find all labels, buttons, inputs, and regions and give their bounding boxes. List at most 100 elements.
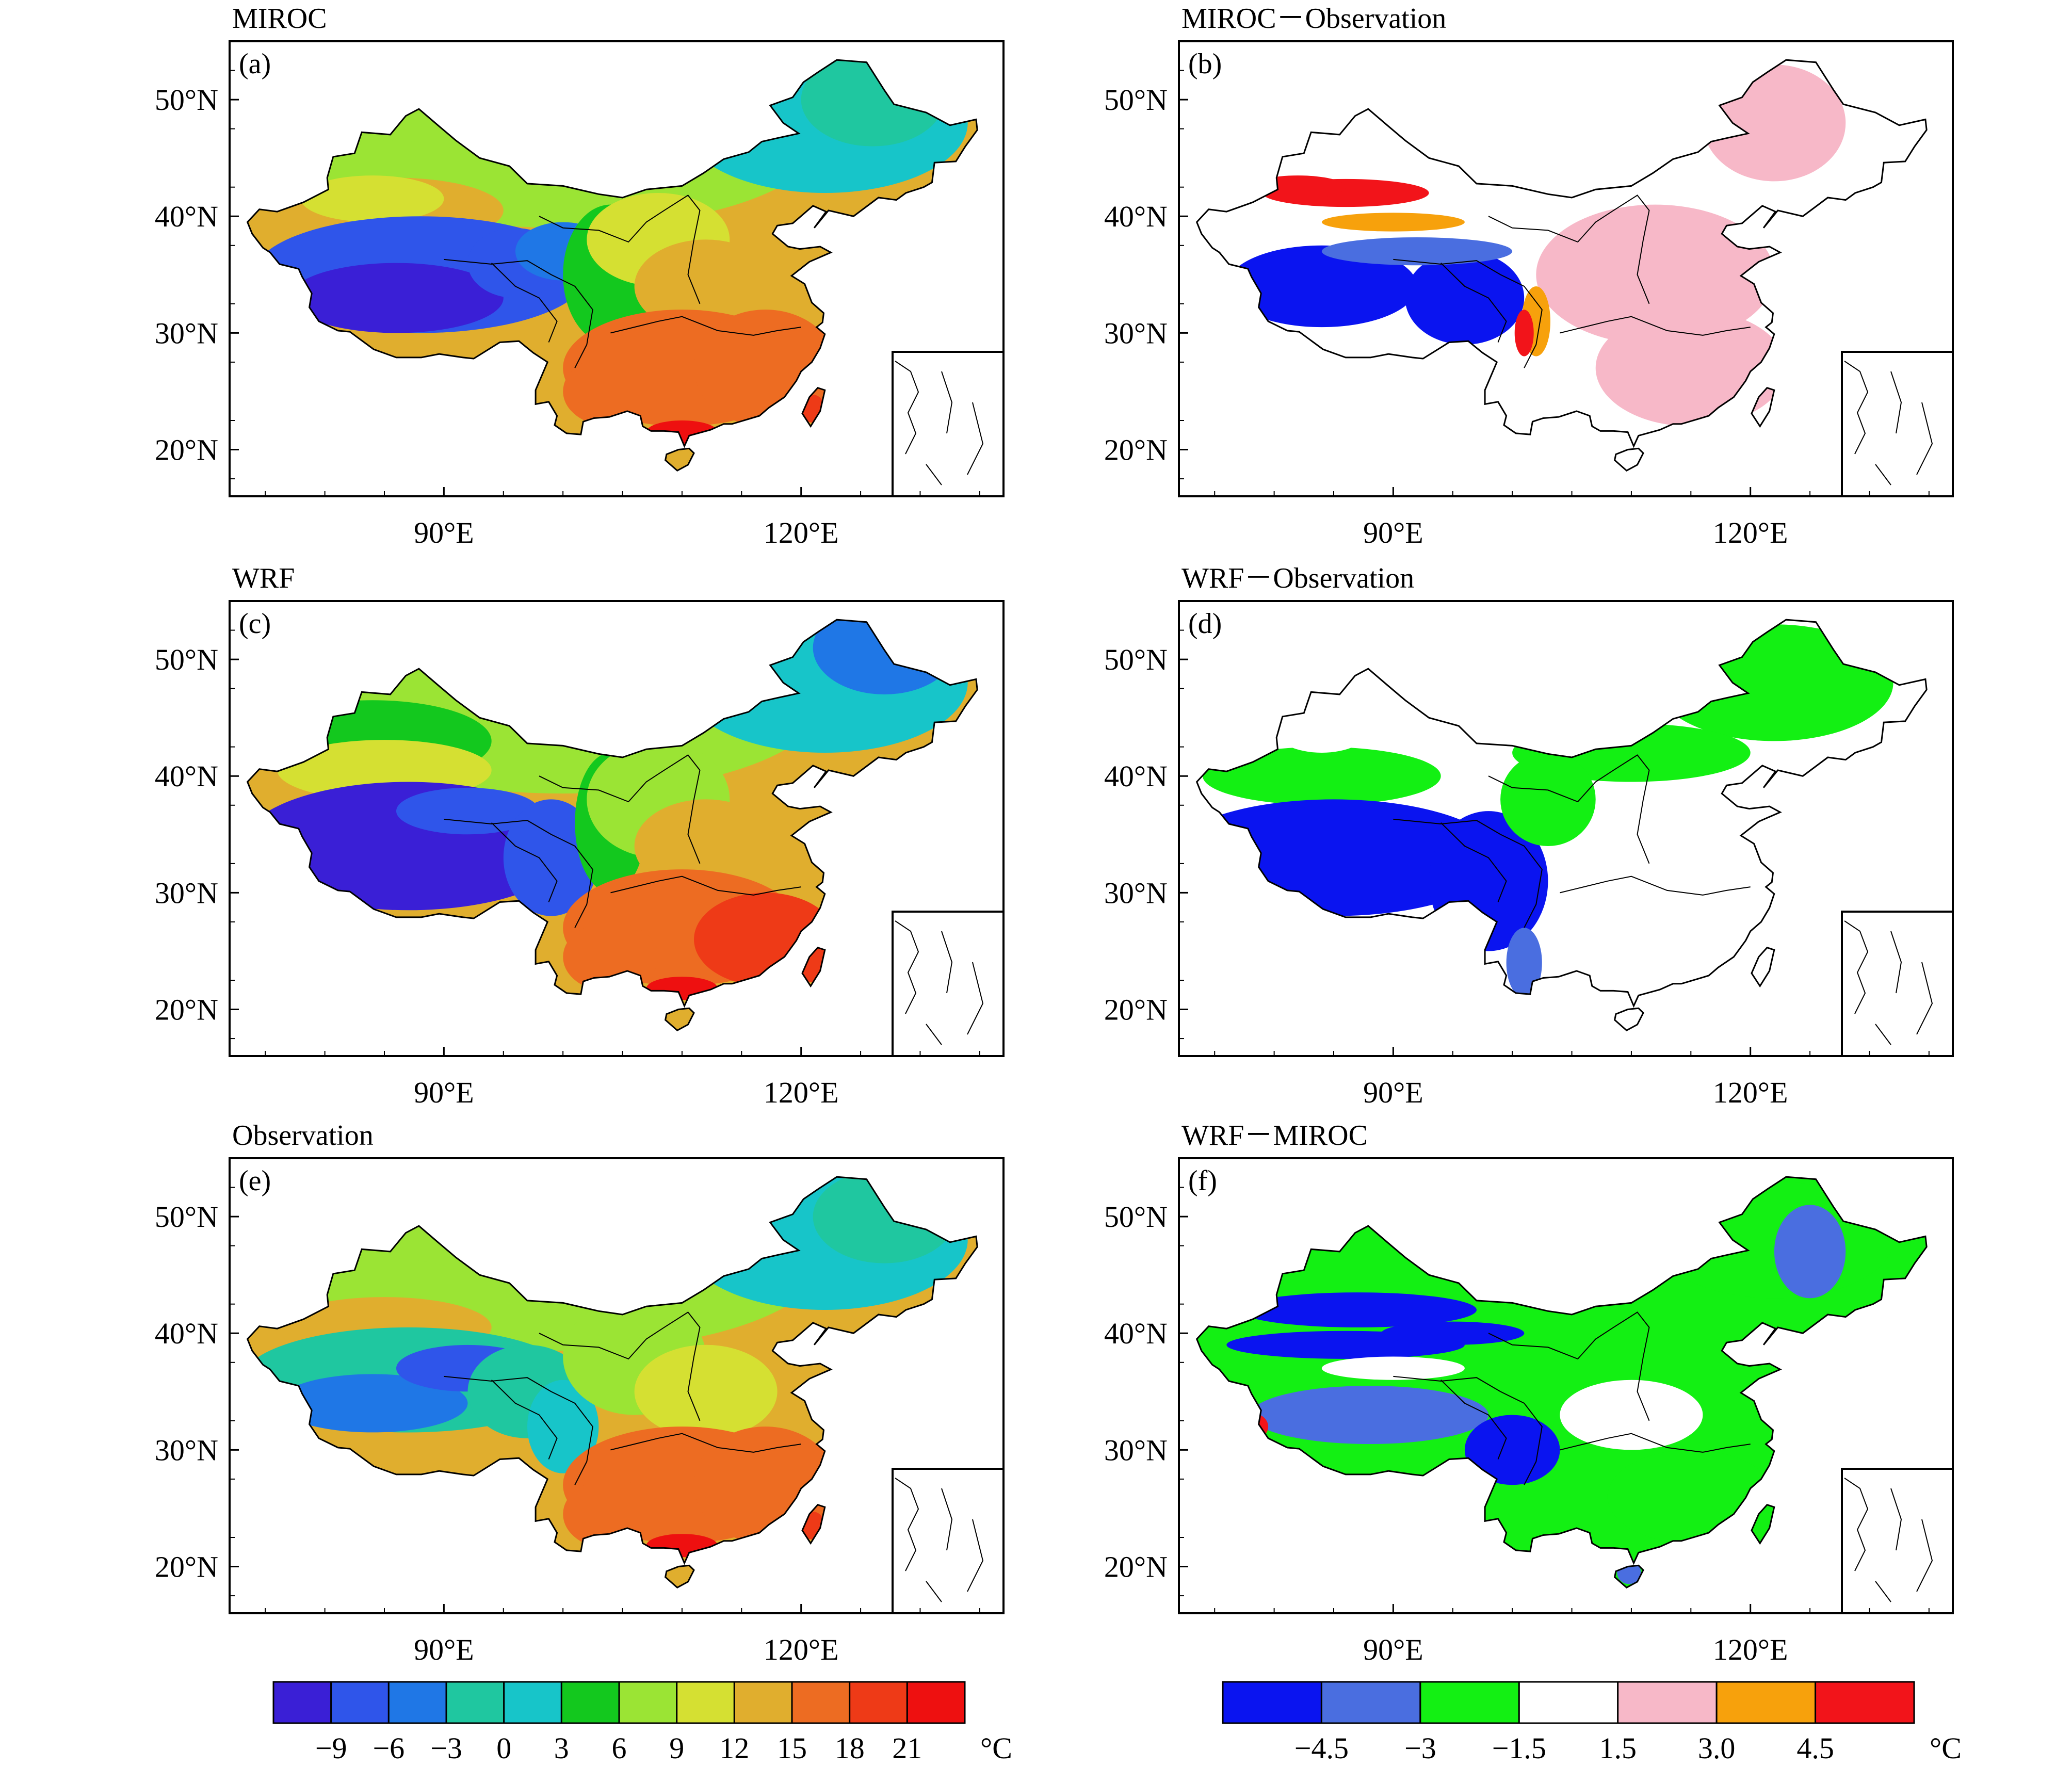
colorbar-swatch [1815,1681,1915,1724]
colorbar-label: −9 [315,1731,347,1765]
colorbar-swatch [1419,1681,1520,1724]
province-lines [444,754,801,928]
axis-tick-label: 20°N [1104,433,1168,467]
panel-e: Observation (e) 50°N 40°N 30°N 20°N 90°E 120°… [155,1120,1005,1666]
axis-tick-label: 20°N [1104,993,1168,1027]
field-region [1321,237,1513,266]
axis-ticks: 50°N 40°N 30°N 20°N 90°E 120°E [155,629,980,1109]
field-region [563,356,658,427]
axis-tick-label: 90°E [414,1633,474,1666]
field-region [301,175,444,222]
axis-tick-label: 90°E [414,1076,474,1109]
colorbar-label: 3 [554,1731,569,1765]
panel-title: WRF－MIROC [1181,1120,1368,1152]
colorbar-swatch [618,1681,678,1724]
panel-label: (a) [239,48,271,80]
field-region [289,263,504,333]
colorbar-label: 0 [496,1731,511,1765]
south-china-sea-inset [1841,351,1954,497]
field-region [1321,213,1465,232]
panel-a: MIROC (a) 50°N 40°N 30°N 20°N 90°E 120°E [155,3,1005,549]
china-border [246,59,978,472]
south-china-sea-inset [1841,911,1954,1057]
colorbar-swatch [849,1681,908,1724]
axis-tick-label: 30°N [155,876,218,910]
colorbar-difference: −4.5 −3 −1.5 1.5 3.0 4.5 °C [1222,1681,1962,1765]
south-china-sea-inset [1841,1468,1954,1614]
axis-tick-label: 90°E [1363,1076,1423,1109]
axis-ticks: 50°N 40°N 30°N 20°N 90°E 120°E [1104,629,1930,1109]
field-region [1226,245,1417,328]
colorbar-swatch [1617,1681,1718,1724]
colorbar-label: −3 [430,1731,462,1765]
panel-b: MIROC－Observation (b) 50°N 40°N 30°N 20°N 90… [1104,3,1954,549]
field-region [1500,753,1596,846]
axis-tick-label: 40°N [155,200,218,233]
field-region [634,239,778,333]
panel-label: (b) [1188,48,1222,80]
axis-tick-label: 40°N [155,759,218,793]
axis-tick-label: 20°N [155,993,218,1027]
axis-tick-label: 40°N [1104,1317,1168,1350]
colorbar-label: −4.5 [1294,1731,1349,1765]
colorbar-label: 1.5 [1599,1731,1637,1765]
field-region [527,1380,599,1473]
colorbar-label: −1.5 [1492,1731,1546,1765]
colorbar-swatch [330,1681,390,1724]
field-region [1572,216,1643,310]
axis-tick-label: 90°E [1363,1633,1423,1666]
province-lines [444,1311,801,1485]
colorbar-swatch [560,1681,620,1724]
colorbar-label: 18 [835,1731,865,1765]
axis-tick-label: 90°E [414,516,474,549]
axis-tick-label: 30°N [1104,316,1168,350]
south-china-sea-inset [892,911,1005,1057]
colorbar-label: 3.0 [1698,1731,1736,1765]
panel-label: (e) [239,1165,271,1197]
colorbar-label: 21 [892,1731,922,1765]
colorbar-swatch [445,1681,505,1724]
axis-tick-label: 120°E [1713,1633,1788,1666]
field-region [1560,1380,1703,1450]
colorbar-swatch [1518,1681,1619,1724]
field-region [1464,1415,1560,1485]
colorbar-swatch [503,1681,562,1724]
field-region [1203,747,1441,805]
panel-f: WRF－MIROC (f) 50°N 40°N 30°N 20°N 90°E 120°E [1104,1120,1954,1666]
axis-tick-label: 20°N [155,1550,218,1584]
panel-title: WRF [232,562,295,594]
axis-tick-label: 120°E [1713,1076,1788,1109]
panel-d: WRF－Observation (d) 50°N 40°N 30°N 20°N 90°E… [1104,562,1954,1109]
colorbar-absolute: −9 −6 −3 0 3 6 9 12 15 18 21 °C [272,1681,1012,1765]
axis-tick-label: 30°N [1104,876,1168,910]
colorbar-swatch [1715,1681,1816,1724]
axis-tick-label: 50°N [155,83,218,117]
colorbar-label: 15 [777,1731,807,1765]
south-china-sea-inset [892,1468,1005,1614]
axis-tick-label: 30°N [155,1433,218,1467]
axis-tick-label: 50°N [1104,643,1168,676]
china-border [1195,1176,1928,1589]
panel-label: (d) [1188,608,1222,640]
axis-tick-label: 40°N [1104,759,1168,793]
panel-title: MIROC－Observation [1181,3,1446,35]
axis-tick-label: 50°N [155,643,218,676]
field-region [1321,1356,1465,1380]
field-region [1506,928,1542,998]
colorbar-label: −3 [1404,1731,1436,1765]
panel-label: (f) [1188,1165,1217,1197]
field-region [634,1344,778,1438]
colorbar-swatch [1222,1681,1322,1724]
colorbar-label: 6 [612,1731,627,1765]
province-lines [444,194,801,368]
axis-tick-label: 20°N [1104,1550,1168,1584]
panel-title: WRF－Observation [1181,562,1414,594]
axis-ticks: 50°N 40°N 30°N 20°N 90°E 120°E [1104,70,1930,549]
axis-tick-label: 120°E [764,1633,839,1666]
colorbar-label: 4.5 [1796,1731,1834,1765]
china-border [1195,59,1928,472]
field-region [1774,1205,1846,1299]
axis-tick-label: 30°N [1104,1433,1168,1467]
china-border [1195,619,1928,1032]
